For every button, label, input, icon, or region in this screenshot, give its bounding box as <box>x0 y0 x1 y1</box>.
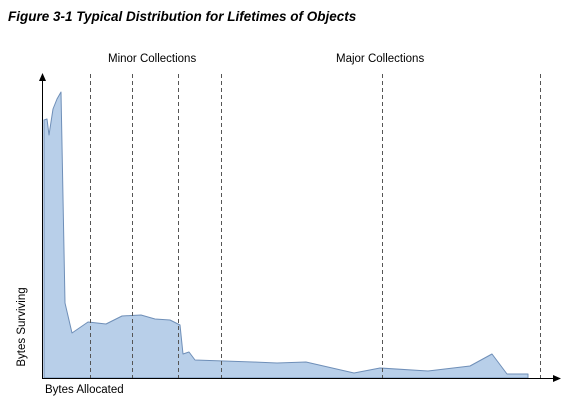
major-collections-label: Major Collections <box>336 53 425 65</box>
x-axis-arrow-icon <box>553 375 561 382</box>
x-axis-label: Bytes Allocated <box>45 384 124 396</box>
minor-collections-label: Minor Collections <box>108 53 197 65</box>
survival-area <box>43 91 529 379</box>
y-axis-arrow-icon <box>39 73 46 81</box>
y-axis-label: Bytes Surviving <box>16 287 28 367</box>
figure-title: Figure 3-1 Typical Distribution for Life… <box>8 9 357 24</box>
collection-dividers <box>90 74 541 378</box>
